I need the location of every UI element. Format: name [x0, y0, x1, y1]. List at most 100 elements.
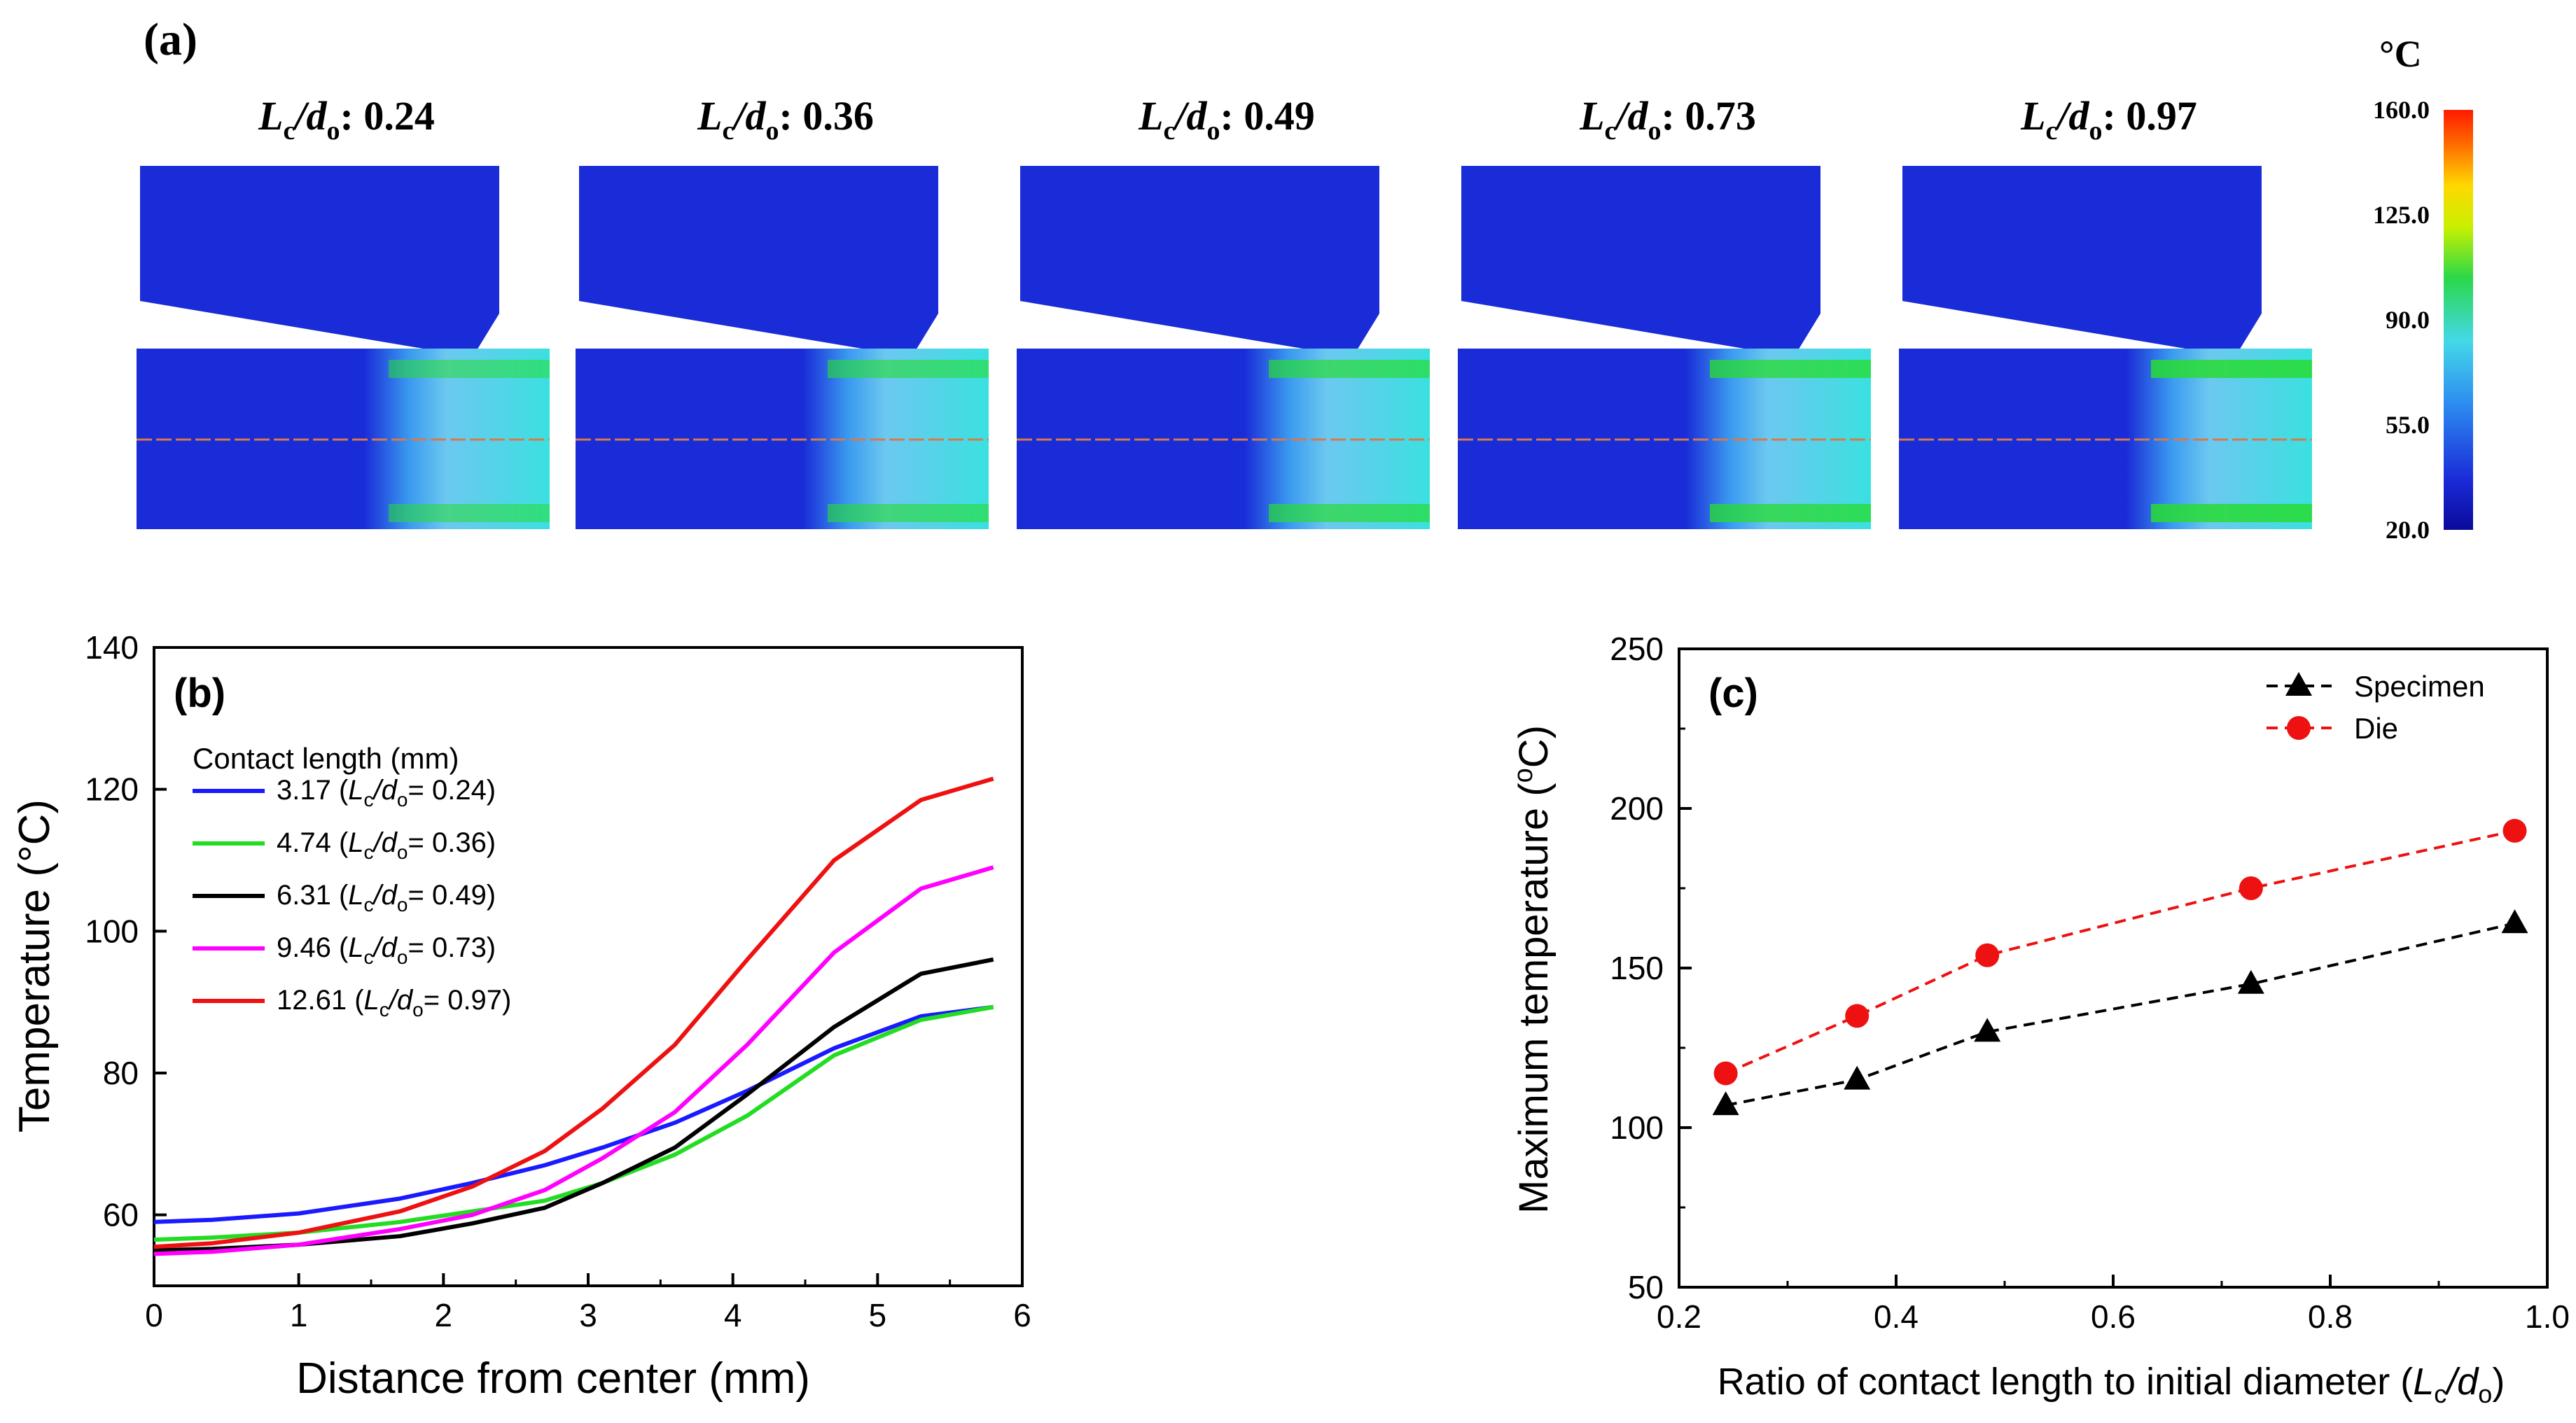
sim-frame-3: Lc/do: 0.49 [1017, 93, 1430, 529]
c-point-Specimen-1 [1712, 1091, 1739, 1116]
c-xtick-0.2: 0.2 [1657, 1298, 1701, 1335]
c-point-Die-3 [1975, 943, 2000, 967]
sim-band-top-2 [828, 360, 989, 378]
colorbar-tick-5: 20.0 [2386, 516, 2430, 544]
panel-c-legend: Specimen Die [2267, 670, 2485, 745]
c-ytick-100: 100 [1610, 1109, 1664, 1146]
b-ytick-100: 100 [85, 913, 139, 949]
c-xtick-0.4: 0.4 [1874, 1298, 1919, 1335]
colorbar-scale [2444, 110, 2473, 530]
b-xtick-1: 1 [290, 1297, 308, 1333]
b-xtick-4: 4 [724, 1297, 742, 1333]
c-legend-entry-Specimen: Specimen [2354, 670, 2485, 703]
sim-band-top-5 [2151, 360, 2312, 378]
b-ytick-120: 120 [85, 771, 139, 808]
b-xtick-5: 5 [869, 1297, 887, 1333]
c-point-Specimen-3 [1974, 1018, 2001, 1042]
legend-entry-12.61: 12.61 (Lc/do= 0.97) [277, 985, 511, 1021]
c-xtick-0.8: 0.8 [2308, 1298, 2353, 1335]
sim-band-bottom-1 [389, 504, 550, 522]
c-ytick-150: 150 [1610, 950, 1664, 986]
b-series-3.17 [153, 1004, 994, 1224]
panel-c-frame [1678, 647, 2549, 1289]
b-series-9.46 [153, 865, 994, 1256]
colorbar-unit: °C [2379, 33, 2422, 75]
panel-c-xlabel: Ratio of contact length to initial diame… [1718, 1361, 2505, 1408]
c-series-line-Specimen [1725, 922, 2515, 1107]
c-point-Die-4 [2239, 876, 2263, 900]
colorbar-tick-3: 90.0 [2386, 306, 2430, 334]
sim-title-4: Lc/do: 0.73 [1579, 93, 1756, 146]
c-point-Die-1 [1713, 1061, 1738, 1086]
panel-b-legend: Contact length (mm) 3.17 (Lc/do= 0.24) 4.… [193, 742, 511, 1021]
c-ytick-200: 200 [1610, 790, 1664, 827]
svg-text:Maximum temperature (oC): Maximum temperature (oC) [1509, 725, 1557, 1214]
sim-band-top-4 [1710, 360, 1871, 378]
colorbar: °C 160.0 125.0 90.0 55.0 20.0 [2373, 33, 2473, 544]
panel-c-chart: (c) 0.2 0.4 0.6 0.8 1.0 50 100 150 200 250 Specim… [1509, 631, 2570, 1408]
sim-band-bottom-2 [828, 504, 989, 522]
panel-c-ticks: 0.2 0.4 0.6 0.8 1.0 50 100 150 200 250 [1610, 631, 2570, 1335]
c-ytick-50: 50 [1628, 1269, 1664, 1305]
panel-b-ylabel: Temperature (°C) [11, 799, 59, 1133]
panel-b-xlabel: Distance from center (mm) [296, 1354, 810, 1403]
b-ytick-140: 140 [85, 629, 139, 666]
colorbar-tick-2: 125.0 [2373, 201, 2430, 229]
sim-frame-1: Lc/do: 0.24 [137, 93, 550, 529]
legend-entry-6.31: 6.31 (Lc/do= 0.49) [277, 880, 496, 916]
legend-entry-4.74: 4.74 (Lc/do= 0.36) [277, 827, 496, 863]
panel-c-xlabel-text: Ratio of contact length to initial diame… [1718, 1361, 2414, 1403]
b-series-12.61 [153, 776, 994, 1249]
b-ytick-80: 80 [103, 1055, 139, 1091]
c-point-Die-5 [2502, 818, 2527, 843]
panel-b-chart: (b) 0 1 2 3 4 5 6 60 80 100 120 140 Contact length … [11, 629, 1031, 1403]
sim-die-1 [140, 166, 499, 357]
sim-title-3: Lc/do: 0.49 [1138, 93, 1315, 146]
b-ytick-60: 60 [103, 1197, 139, 1233]
c-point-Die-2 [1845, 1004, 1870, 1028]
legend-title: Contact length (mm) [193, 742, 459, 775]
panel-c-ylabel-text: Maximum temperature ( [1511, 783, 1557, 1214]
panel-c-label: (c) [1708, 671, 1758, 716]
legend-entry-9.46: 9.46 (Lc/do= 0.73) [277, 932, 496, 968]
c-ytick-250: 250 [1610, 631, 1664, 667]
c-xtick-1.0: 1.0 [2525, 1298, 2570, 1335]
b-xtick-3: 3 [579, 1297, 597, 1333]
sim-band-bottom-4 [1710, 504, 1871, 522]
sim-title-5: Lc/do: 0.97 [2020, 93, 2197, 146]
sim-band-top-1 [389, 360, 550, 378]
sim-frame-5: Lc/do: 0.97 [1899, 93, 2326, 529]
panel-b-ticks: 0 1 2 3 4 5 6 60 80 100 120 140 [85, 629, 1031, 1333]
b-xtick-2: 2 [435, 1297, 453, 1333]
c-series-line-Die [1725, 829, 2515, 1075]
c-legend-marker-Specimen [2285, 672, 2312, 696]
panel-c-ylabel: Maximum temperature (oC) [1509, 725, 1557, 1214]
sim-die-2 [579, 166, 938, 357]
panel-b-label: (b) [174, 671, 225, 716]
b-xtick-0: 0 [145, 1297, 163, 1333]
sim-band-bottom-3 [1269, 504, 1430, 522]
c-point-Specimen-2 [1844, 1065, 1871, 1090]
c-point-Specimen-5 [2501, 909, 2528, 934]
b-series-4.74 [153, 1004, 994, 1242]
panel-c-series [1712, 818, 2528, 1116]
b-xtick-6: 6 [1013, 1297, 1031, 1333]
svg-text:Ratio of contact length to ini: Ratio of contact length to initial diame… [1718, 1361, 2505, 1408]
sim-title-1: Lc/do: 0.24 [258, 93, 435, 146]
colorbar-tick-4: 55.0 [2386, 411, 2430, 439]
panel-a: (a) Lc/do: 0.24 Lc/do: 0.36 Lc/do: 0.49 Lc/… [137, 14, 2473, 544]
simulation-frames: Lc/do: 0.24 Lc/do: 0.36 Lc/do: 0.49 Lc/do: … [137, 93, 2326, 529]
sim-frame-2: Lc/do: 0.36 [576, 93, 989, 529]
panel-a-label: (a) [144, 14, 197, 65]
sim-frame-4: Lc/do: 0.73 [1458, 93, 1871, 529]
sim-title-2: Lc/do: 0.36 [697, 93, 874, 146]
c-xtick-0.6: 0.6 [2091, 1298, 2136, 1335]
c-legend-marker-Die [2287, 716, 2311, 740]
c-point-Specimen-4 [2237, 969, 2264, 994]
colorbar-tick-1: 160.0 [2373, 96, 2430, 124]
sim-band-top-3 [1269, 360, 1430, 378]
c-legend-entry-Die: Die [2354, 712, 2398, 745]
legend-entry-3.17: 3.17 (Lc/do= 0.24) [277, 775, 496, 811]
sim-band-bottom-5 [2151, 504, 2312, 522]
